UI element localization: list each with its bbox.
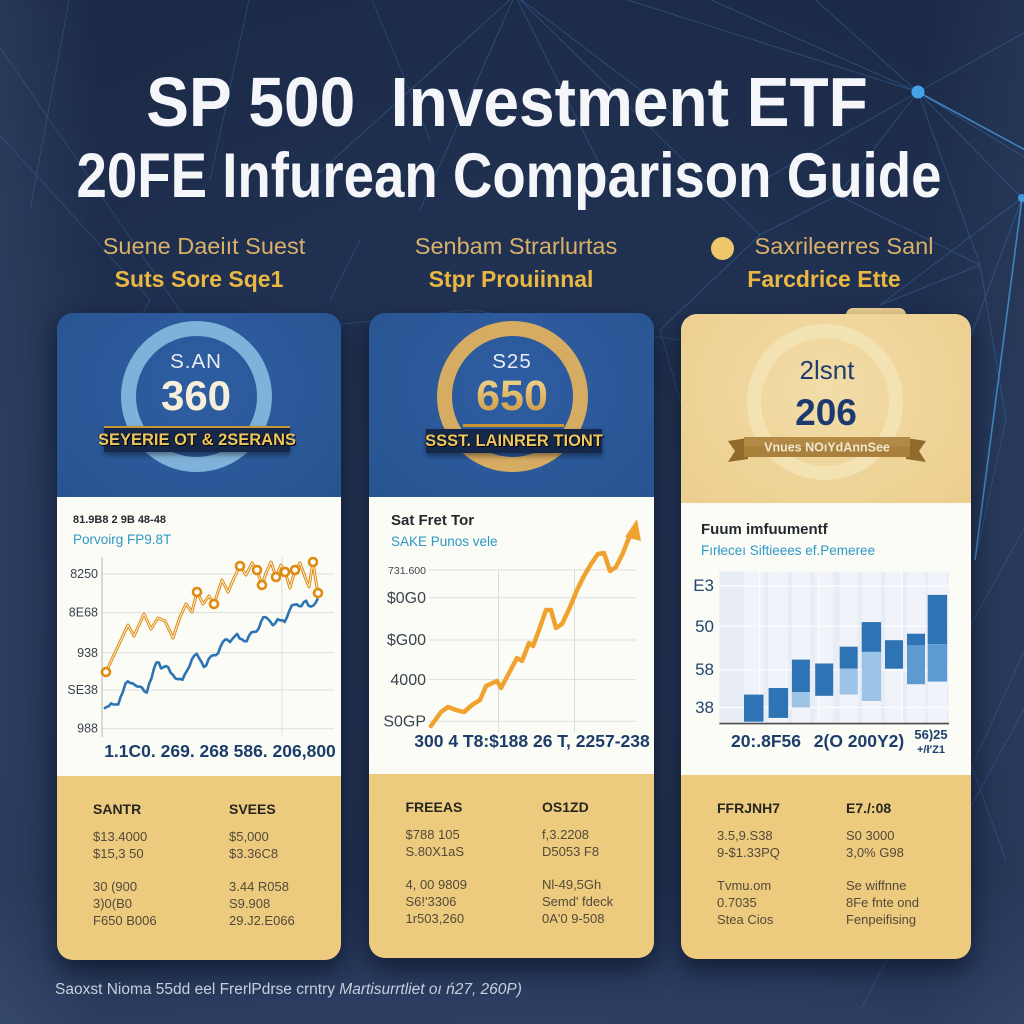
svg-text:56)25: 56)25 [914, 727, 947, 742]
svg-text:8E68: 8E68 [69, 606, 98, 620]
svg-text:988: 988 [77, 722, 98, 736]
svg-text:58: 58 [695, 660, 714, 679]
svg-text:300 4 T8:$188 26 T, 2257-238: 300 4 T8:$188 26 T, 2257-238 [414, 731, 650, 751]
svg-text:SE38: SE38 [67, 683, 98, 697]
svg-text:2(O 200Y2): 2(O 200Y2) [814, 731, 904, 751]
svg-text:1.1C0. 269. 268 586. 206,800: 1.1C0. 269. 268 586. 206,800 [104, 741, 336, 761]
svg-text:+/ł'Z1: +/ł'Z1 [917, 744, 945, 756]
svg-text:S0GP: S0GP [383, 714, 426, 731]
svg-text:20:.8F56: 20:.8F56 [731, 731, 801, 751]
svg-text:Vnues NOıYdAnnSee: Vnues NOıYdAnnSee [764, 441, 890, 455]
svg-text:8250: 8250 [70, 567, 98, 581]
svg-text:$0G0: $0G0 [387, 590, 426, 607]
svg-text:4000: 4000 [390, 672, 426, 689]
svg-text:50: 50 [695, 617, 714, 636]
svg-text:731.600: 731.600 [388, 565, 426, 577]
svg-text:38: 38 [695, 698, 714, 717]
svg-text:E3: E3 [693, 576, 714, 595]
svg-text:938: 938 [77, 646, 98, 660]
svg-text:$G00: $G00 [387, 632, 426, 649]
